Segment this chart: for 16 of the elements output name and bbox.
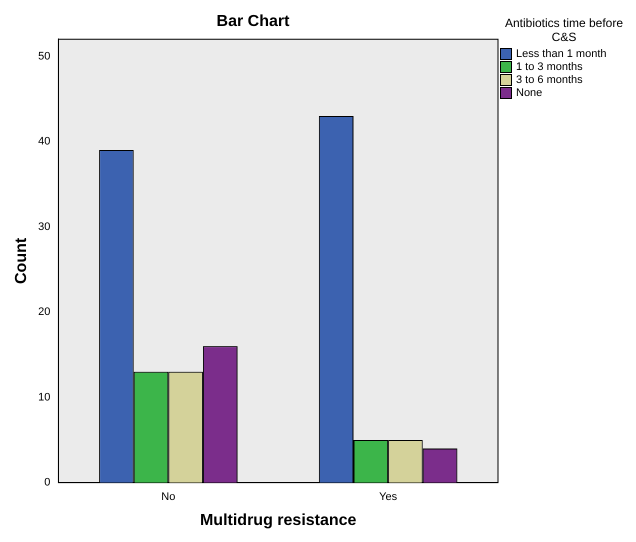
y-tick-label: 20	[38, 306, 50, 318]
legend-title: Antibiotics time before C&S	[504, 16, 624, 44]
y-tick-label: 0	[44, 476, 50, 489]
x-axis-title: Multidrug resistance	[200, 512, 357, 529]
x-tick-label: No	[161, 491, 176, 504]
x-tick-label: Yes	[379, 491, 398, 504]
y-tick-label: 40	[38, 136, 50, 148]
legend-label: Less than 1 month	[516, 48, 607, 60]
legend-label: 3 to 6 months	[516, 74, 583, 86]
legend-label: None	[516, 87, 542, 99]
y-tick-label: 10	[38, 391, 50, 404]
chart-title: Bar Chart	[216, 13, 290, 30]
y-tick-label: 50	[38, 50, 50, 62]
y-axis-title: Count	[13, 237, 30, 284]
legend-label: 1 to 3 months	[516, 61, 583, 73]
y-tick-label: 30	[38, 220, 50, 233]
